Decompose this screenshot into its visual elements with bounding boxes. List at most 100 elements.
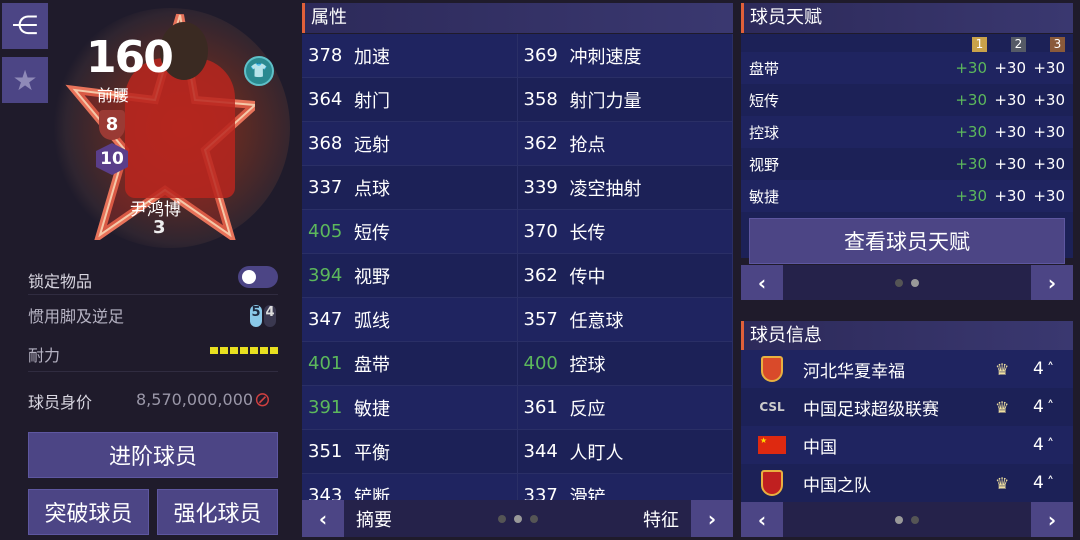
chevron-left-icon: ‹ <box>318 506 328 531</box>
info-prev-button[interactable]: ‹ <box>741 502 783 537</box>
attribute-cell[interactable]: 391 敏捷 <box>302 386 518 429</box>
no-trade-icon: ⊘ <box>254 387 271 411</box>
attribute-cell[interactable]: 369 冲刺速度 <box>518 34 733 77</box>
star-icon: ★ <box>12 63 38 97</box>
attribute-row: 368 远射 362 抢点 <box>302 122 733 166</box>
enhance-player-button[interactable]: 强化球员 <box>157 489 278 535</box>
attribute-cell[interactable]: 351 平衡 <box>302 430 518 473</box>
info-name: 中国之队 <box>803 475 871 496</box>
talent-row: 盘带 +30 +30 +30 <box>741 52 1073 84</box>
talent-bonus: +30 <box>994 91 1026 109</box>
attribute-row: 364 射门 358 射门力量 <box>302 78 733 122</box>
attribute-cell[interactable]: 362 传中 <box>518 254 733 297</box>
weak-foot: 4 <box>264 305 276 327</box>
value-row: 球员身价 8,570,000,000 ⊘ <box>28 387 278 413</box>
breakthrough-player-button[interactable]: 突破球员 <box>28 489 149 535</box>
nav-left-label[interactable]: 摘要 <box>356 509 392 531</box>
attribute-value: 362 <box>523 133 558 154</box>
attribute-cell[interactable]: 357 任意球 <box>518 298 733 341</box>
attribute-value: 369 <box>523 45 558 66</box>
club-badge-icon <box>741 356 803 382</box>
info-row[interactable]: 中国之队 ♛ 4 ˄ <box>741 464 1073 502</box>
attribute-cell[interactable]: 401 盘带 <box>302 342 518 385</box>
info-row[interactable]: 河北华夏幸福 ♛ 4 ˄ <box>741 350 1073 388</box>
attribute-cell[interactable]: 337 点球 <box>302 166 518 209</box>
kit-icon[interactable]: 👕 <box>244 56 274 86</box>
attribute-cell[interactable]: 361 反应 <box>518 386 733 429</box>
talent-bonus: +30 <box>1033 59 1065 77</box>
national-team-badge-icon <box>741 470 803 496</box>
attribute-row: 347 弧线 357 任意球 <box>302 298 733 342</box>
attribute-cell[interactable]: 347 弧线 <box>302 298 518 341</box>
attribute-name: 短传 <box>354 222 390 244</box>
lock-toggle[interactable] <box>238 266 278 288</box>
attribute-value: 347 <box>308 309 343 330</box>
attribute-value: 344 <box>523 441 558 462</box>
advance-player-button[interactable]: 进阶球员 <box>28 432 278 478</box>
talent-prev-button[interactable]: ‹ <box>741 265 783 300</box>
crown-icon: ♛ <box>995 359 1010 379</box>
talent-tier-badge: 1 <box>972 37 987 52</box>
attribute-name: 控球 <box>569 354 606 376</box>
talent-bonus: +30 <box>1033 123 1065 141</box>
attribute-cell[interactable]: 400 控球 <box>518 342 733 385</box>
talent-bonus: +30 <box>955 187 987 205</box>
view-talent-button[interactable]: 查看球员天赋 <box>749 218 1065 264</box>
attribute-name: 敏捷 <box>354 398 390 420</box>
attribute-cell[interactable]: 358 射门力量 <box>518 78 733 121</box>
info-row[interactable]: ★中国♛4˄ <box>741 426 1073 464</box>
talent-row: 视野 +30 +30 +30 <box>741 148 1073 180</box>
attribute-name: 凌空抽射 <box>569 178 642 200</box>
attribute-value: 337 <box>308 177 343 198</box>
player-rating: 160 <box>86 32 174 83</box>
share-icon: ⋲ <box>12 11 38 41</box>
attribute-value: 394 <box>308 265 343 286</box>
attribute-cell[interactable]: 394 视野 <box>302 254 518 297</box>
lock-item-row: 锁定物品 <box>28 266 278 292</box>
talent-next-button[interactable]: › <box>1031 265 1073 300</box>
attribute-cell[interactable]: 364 射门 <box>302 78 518 121</box>
favorite-button[interactable]: ★ <box>2 57 48 103</box>
attribute-value: 339 <box>523 177 558 198</box>
talent-row: 敏捷 +30 +30 +30 <box>741 180 1073 212</box>
info-nav: ‹ › <box>741 502 1073 537</box>
attribute-name: 人盯人 <box>569 442 624 464</box>
info-next-button[interactable]: › <box>1031 502 1073 537</box>
attribute-cell[interactable]: 368 远射 <box>302 122 518 165</box>
attribute-cell[interactable]: 362 抢点 <box>518 122 733 165</box>
player-position: 前腰 <box>97 86 130 105</box>
stamina-segment <box>210 347 218 354</box>
share-button[interactable]: ⋲ <box>2 3 48 49</box>
talent-bonus: +30 <box>994 59 1026 77</box>
attribute-name: 盘带 <box>354 354 390 376</box>
attribute-cell[interactable]: 339 凌空抽射 <box>518 166 733 209</box>
attribute-cell[interactable]: 343 铲断 <box>302 474 518 500</box>
prev-page-button[interactable]: ‹ <box>302 500 344 537</box>
crown-icon: ♛ <box>995 473 1010 493</box>
attribute-cell[interactable]: 344 人盯人 <box>518 430 733 473</box>
attribute-cell[interactable]: 337 滑铲 <box>518 474 733 500</box>
attribute-cell[interactable]: 378 加速 <box>302 34 518 77</box>
stamina-segment <box>250 347 258 354</box>
page-dots <box>497 514 538 523</box>
chevron-right-icon: › <box>1047 270 1057 295</box>
attribute-value: 357 <box>523 309 558 330</box>
attribute-value: 368 <box>308 133 343 154</box>
talent-panel: 1 2 3 盘带 +30 +30 +30 短传 +30 +30 +30 控球 +30 +30 +30 视野 +… <box>741 34 1073 264</box>
attribute-cell[interactable]: 370 长传 <box>518 210 733 253</box>
stamina-row: 耐力 <box>28 342 278 366</box>
attributes-list[interactable]: 378 加速 369 冲刺速度 364 射门 358 射门力量 368 远射 362 抢点 337 点球 3… <box>302 34 733 500</box>
attribute-row: 343 铲断 337 滑铲 <box>302 474 733 500</box>
info-row[interactable]: CSL 中国足球超级联赛 ♛ 4 ˄ <box>741 388 1073 426</box>
chevron-up-icon: ˄ <box>1047 475 1054 491</box>
chevron-up-icon: ˄ <box>1047 399 1054 415</box>
divider <box>28 294 278 295</box>
attribute-value: 361 <box>523 397 558 418</box>
talent-header: 球员天赋 <box>741 3 1073 33</box>
attribute-cell[interactable]: 405 短传 <box>302 210 518 253</box>
next-page-button[interactable]: › <box>691 500 733 537</box>
talent-bonus: +30 <box>1033 155 1065 173</box>
nav-right-label[interactable]: 特征 <box>643 509 679 531</box>
attribute-name: 平衡 <box>354 442 390 464</box>
crown-icon: ♛ <box>995 397 1010 417</box>
